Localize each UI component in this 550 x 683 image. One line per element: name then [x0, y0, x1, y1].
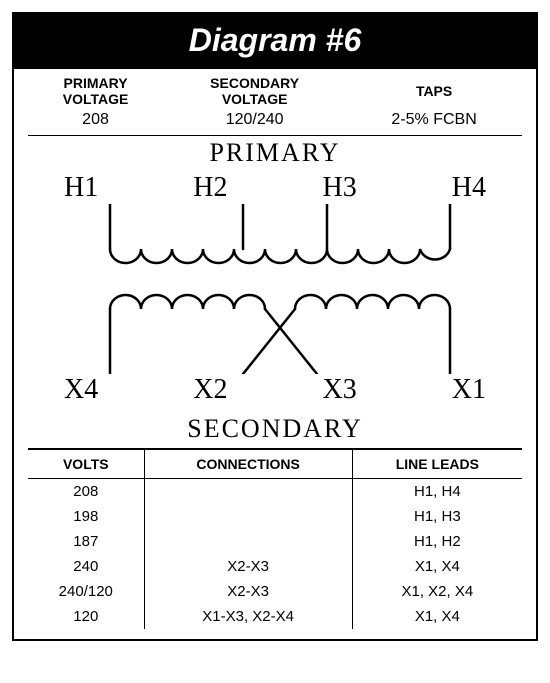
schematic: H1 H2 H3 H4 [14, 172, 536, 412]
terminal-x4: X4 [64, 374, 98, 406]
col-volts: VOLTS [28, 449, 144, 479]
cell [144, 479, 352, 505]
table-row: 240/120 X2-X3 X1, X2, X4 [28, 579, 522, 604]
header-table: PRIMARYVOLTAGE SECONDARYVOLTAGE TAPS 208… [28, 69, 522, 136]
hdr-col-primary-voltage: PRIMARYVOLTAGE [28, 69, 163, 109]
cell: 120 [28, 604, 144, 629]
secondary-label: SECONDARY [14, 414, 536, 444]
primary-label: PRIMARY [14, 138, 536, 168]
cell: 240/120 [28, 579, 144, 604]
title-bar: Diagram #6 [14, 14, 536, 69]
table-row: 120 X1-X3, X2-X4 X1, X4 [28, 604, 522, 629]
hdr-col-secondary-voltage: SECONDARYVOLTAGE [163, 69, 346, 109]
terminal-x2: X2 [193, 374, 227, 406]
terminal-x3: X3 [323, 374, 357, 406]
cell: 187 [28, 529, 144, 554]
cell: 240 [28, 554, 144, 579]
cell: 208 [28, 479, 144, 505]
table-row: 187 H1, H2 [28, 529, 522, 554]
hdr-val-secondary-voltage: 120/240 [163, 109, 346, 136]
cell: X1, X4 [352, 604, 522, 629]
cell: X2-X3 [144, 579, 352, 604]
terminal-h1: H1 [64, 172, 98, 204]
cell: X1, X4 [352, 554, 522, 579]
hdr-val-primary-voltage: 208 [28, 109, 163, 136]
cell [144, 504, 352, 529]
cell: X2-X3 [144, 554, 352, 579]
cell: H1, H4 [352, 479, 522, 505]
connections-table-wrap: VOLTS CONNECTIONS LINE LEADS 208 H1, H4 … [14, 448, 536, 639]
cell: 198 [28, 504, 144, 529]
primary-terminals: H1 H2 H3 H4 [34, 172, 516, 204]
col-line-leads: LINE LEADS [352, 449, 522, 479]
cell: X1, X2, X4 [352, 579, 522, 604]
cell: X1-X3, X2-X4 [144, 604, 352, 629]
coil-svg [55, 204, 495, 374]
table-row: 198 H1, H3 [28, 504, 522, 529]
cell [144, 529, 352, 554]
terminal-h4: H4 [452, 172, 486, 204]
diagram-frame: Diagram #6 PRIMARYVOLTAGE SECONDARYVOLTA… [12, 12, 538, 641]
col-connections: CONNECTIONS [144, 449, 352, 479]
hdr-val-taps: 2-5% FCBN [346, 109, 522, 136]
terminal-h2: H2 [193, 172, 227, 204]
terminal-x1: X1 [452, 374, 486, 406]
terminal-h3: H3 [323, 172, 357, 204]
table-row: 240 X2-X3 X1, X4 [28, 554, 522, 579]
secondary-terminals: X4 X2 X3 X1 [34, 374, 516, 406]
hdr-col-taps: TAPS [346, 69, 522, 109]
cell: H1, H3 [352, 504, 522, 529]
cell: H1, H2 [352, 529, 522, 554]
connections-table: VOLTS CONNECTIONS LINE LEADS 208 H1, H4 … [28, 448, 522, 629]
header-table-wrap: PRIMARYVOLTAGE SECONDARYVOLTAGE TAPS 208… [14, 69, 536, 136]
table-row: 208 H1, H4 [28, 479, 522, 505]
